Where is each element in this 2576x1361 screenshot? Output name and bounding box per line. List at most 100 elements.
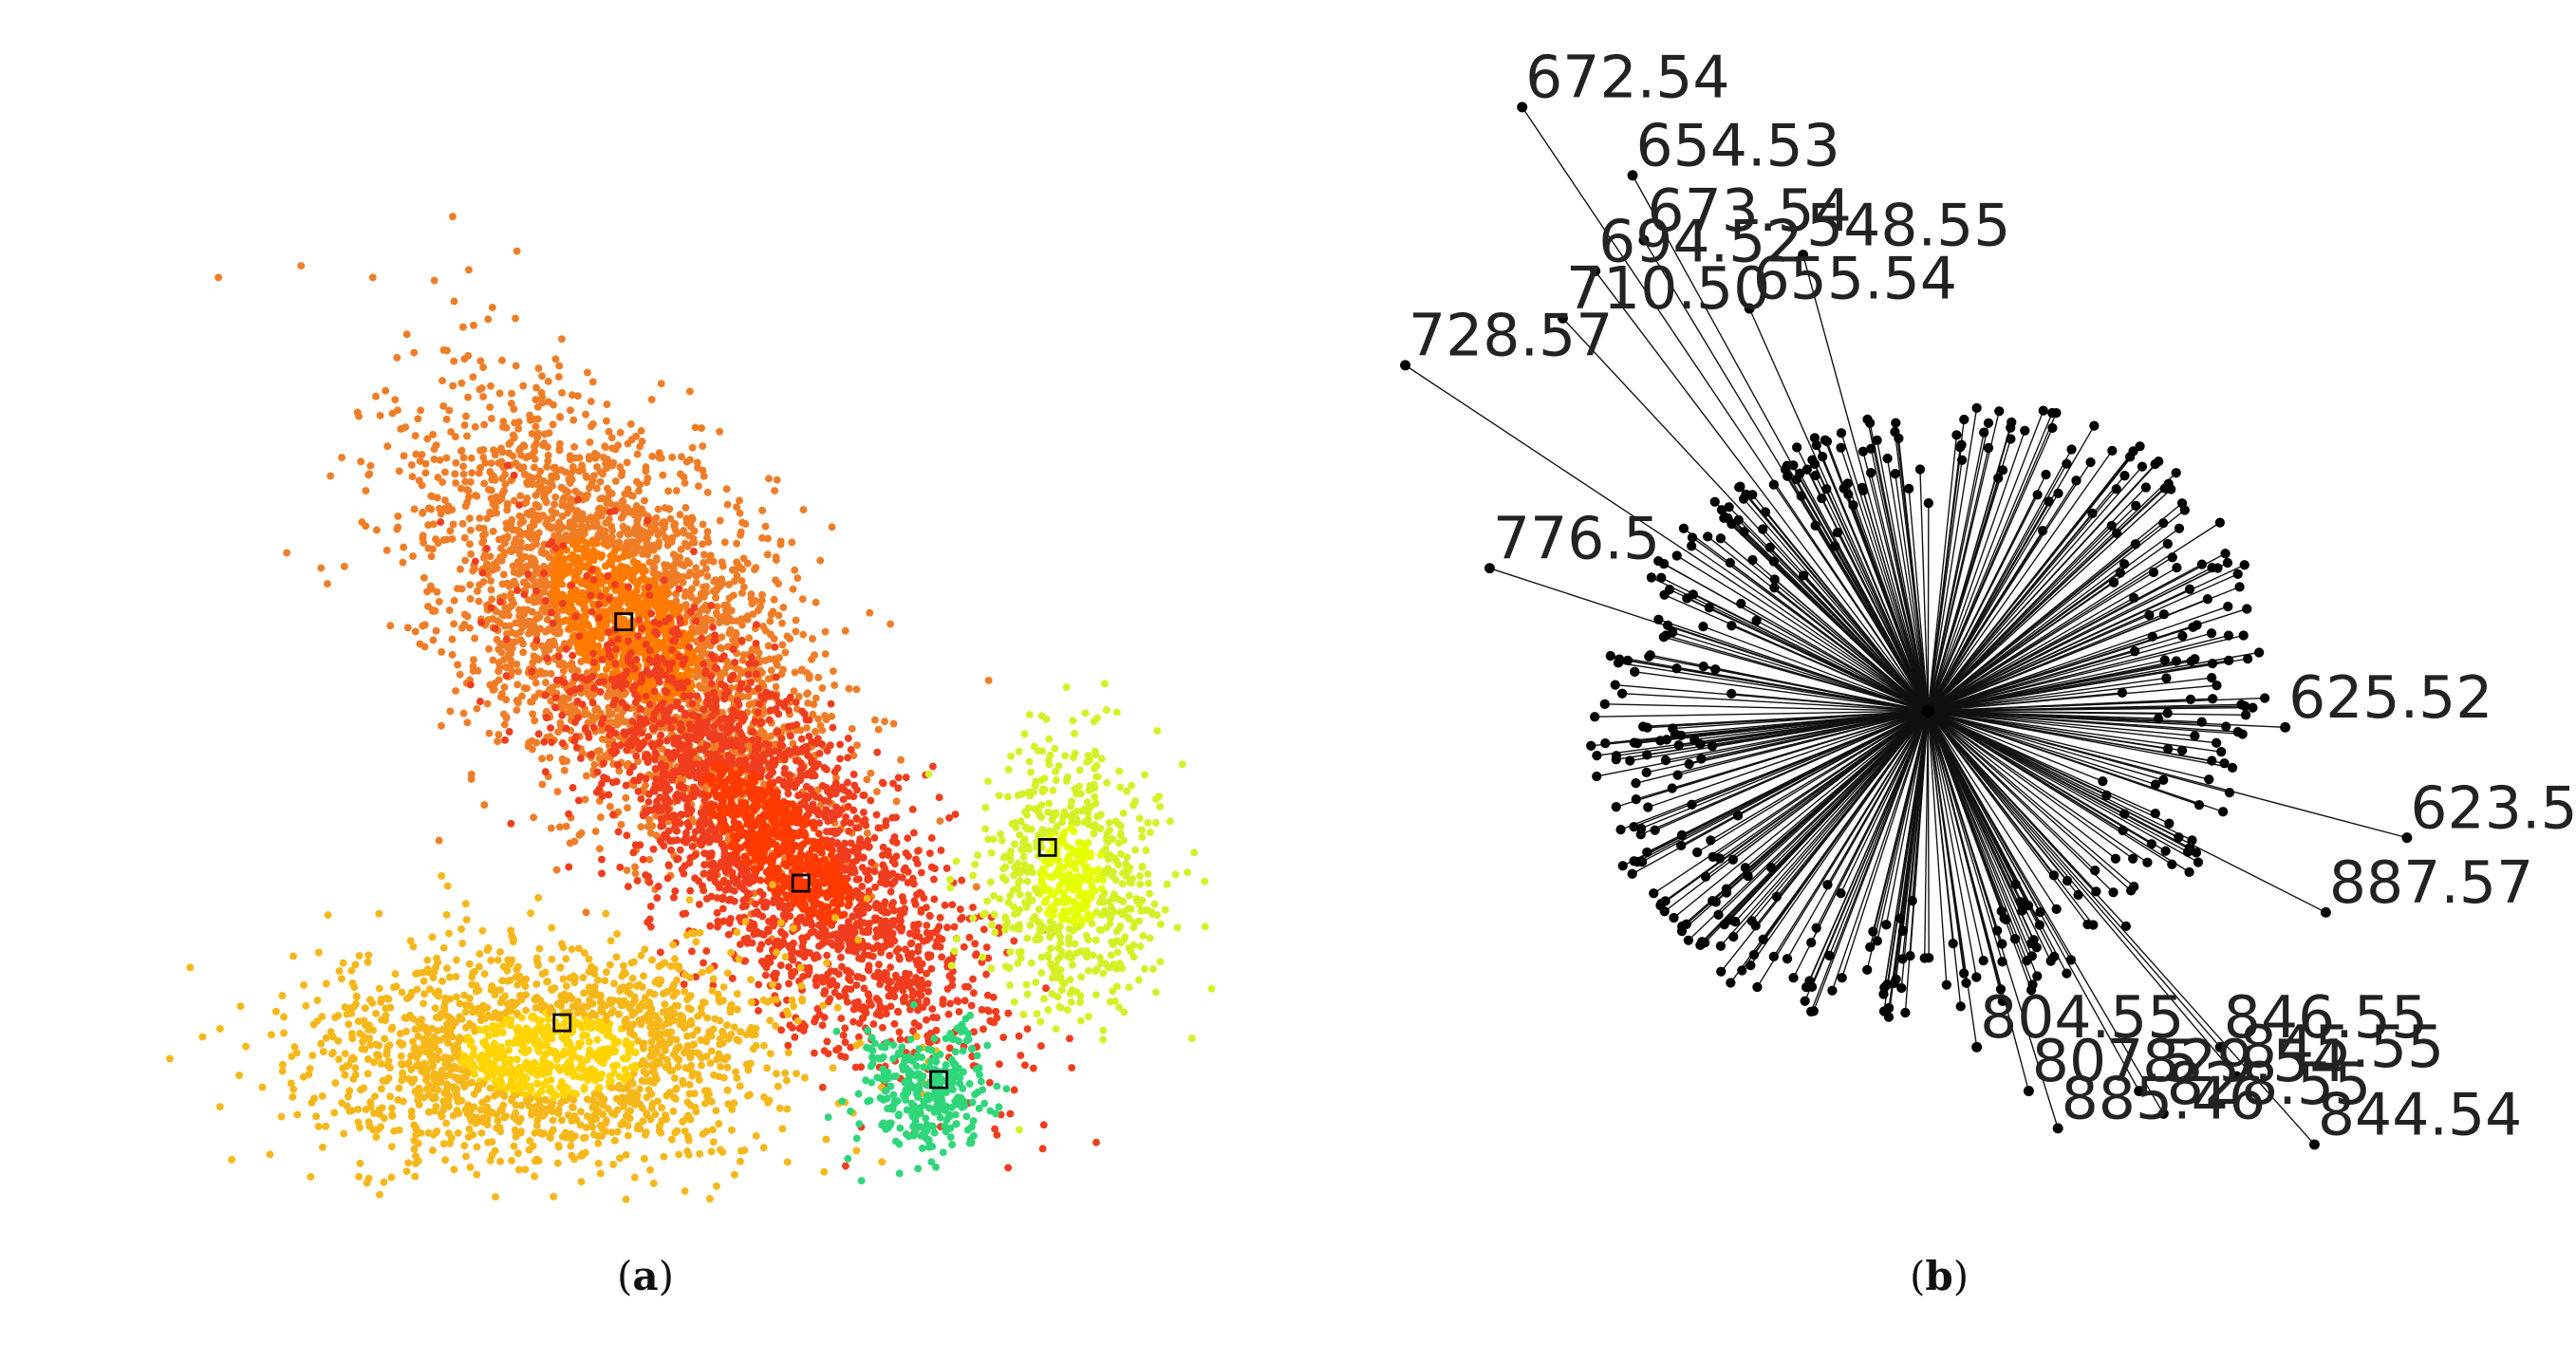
scatter-point <box>614 828 623 836</box>
scatter-point <box>693 670 701 679</box>
scatter-point <box>538 755 546 763</box>
scatter-point <box>449 213 457 221</box>
scatter-point <box>700 796 709 805</box>
scatter-point <box>943 865 951 872</box>
scatter-point <box>464 393 472 401</box>
scatter-point <box>541 691 550 699</box>
scatter-point <box>553 551 562 560</box>
scatter-point <box>476 698 484 706</box>
scatter-point <box>436 456 444 464</box>
scatter-point <box>623 458 631 467</box>
scatter-point <box>543 463 551 471</box>
scatter-point <box>672 597 681 606</box>
scatter-point <box>487 459 495 467</box>
scatter-point <box>841 1053 849 1061</box>
scatter-point <box>658 528 666 536</box>
scatter-point <box>474 587 481 595</box>
scatter-point <box>400 543 408 551</box>
scatter-point <box>712 577 720 586</box>
scatter-point <box>479 392 488 401</box>
scatter-point <box>476 463 484 472</box>
scatter-point <box>512 314 519 323</box>
scatter-point <box>899 995 907 1003</box>
scatter-point <box>943 923 951 932</box>
scatter-point <box>340 562 348 570</box>
scatter-point <box>812 598 820 606</box>
scatter-point <box>780 860 789 868</box>
scatter-point <box>672 487 681 495</box>
scatter-point <box>634 608 643 617</box>
scatter-point <box>561 662 569 670</box>
scatter-point <box>479 364 488 372</box>
scatter-point <box>797 666 806 675</box>
scatter-point <box>544 581 552 588</box>
scatter-point <box>805 716 813 724</box>
scatter-point <box>899 893 906 901</box>
scatter-point <box>882 1010 890 1017</box>
scatter-point <box>587 591 595 600</box>
scatter-point <box>417 406 425 415</box>
scatter-point <box>494 617 502 625</box>
scatter-point <box>549 482 556 490</box>
scatter-point <box>852 981 861 989</box>
scatter-point <box>631 863 639 871</box>
scatter-point <box>706 922 715 930</box>
scatter-point <box>566 452 574 460</box>
scatter-point <box>547 669 555 678</box>
scatter-point <box>771 643 779 651</box>
scatter-point <box>716 754 724 762</box>
scatter-point <box>798 934 806 942</box>
scatter-point <box>532 587 540 595</box>
scatter-point <box>914 847 922 855</box>
scatter-point <box>555 627 564 636</box>
scatter-point <box>498 690 506 699</box>
scatter-point <box>627 569 636 577</box>
scatter-point <box>533 434 542 442</box>
scatter-point <box>480 801 489 810</box>
scatter-point <box>588 476 597 485</box>
scatter-point <box>677 560 685 569</box>
scatter-point <box>902 969 909 978</box>
scatter-point <box>499 570 508 579</box>
scatter-point <box>946 999 954 1008</box>
scatter-point <box>606 802 614 811</box>
scatter-point <box>654 883 663 890</box>
scatter-point <box>573 495 582 504</box>
scatter-point <box>631 869 640 878</box>
scatter-point <box>514 526 522 534</box>
scatter-point <box>829 898 837 906</box>
scatter-point <box>566 638 574 646</box>
scatter-point <box>870 716 879 724</box>
scatter-point <box>624 439 632 448</box>
scatter-point <box>828 523 836 531</box>
scatter-point <box>386 622 395 630</box>
scatter-point <box>495 458 503 467</box>
scatter-point <box>594 531 603 539</box>
scatter-point <box>789 585 797 593</box>
scatter-point <box>578 461 587 470</box>
scatter-point <box>562 822 570 830</box>
scatter-point <box>621 718 629 726</box>
scatter-point <box>821 712 829 719</box>
scatter-point <box>447 428 456 436</box>
scatter-point <box>831 681 839 689</box>
scatter-point <box>699 520 707 529</box>
scatter-point <box>628 685 637 694</box>
scatter-point <box>677 545 685 553</box>
scatter-point <box>507 589 515 598</box>
scatter-point <box>863 775 871 784</box>
scatter-point <box>944 1010 953 1018</box>
scatter-point <box>897 755 905 764</box>
scatter-point <box>874 824 883 832</box>
scatter-point <box>623 867 631 874</box>
scatter-point <box>722 604 731 612</box>
scatter-point <box>582 524 590 532</box>
scatter-point <box>619 497 627 506</box>
scatter-point <box>429 636 438 644</box>
scatter-point <box>805 674 813 682</box>
scatter-point <box>752 900 759 908</box>
scatter-point <box>423 435 432 443</box>
scatter-point <box>965 933 974 942</box>
scatter-point <box>465 624 474 632</box>
scatter-point <box>637 526 645 534</box>
